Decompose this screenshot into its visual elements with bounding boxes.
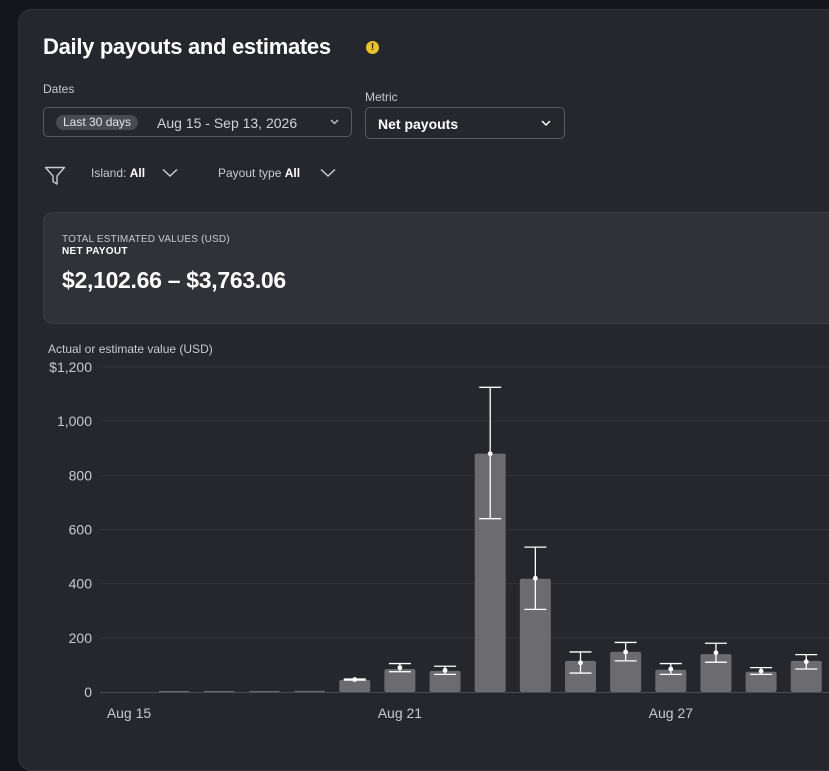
- page-title: Daily payouts and estimates: [43, 34, 331, 59]
- estimate-point: [623, 649, 629, 655]
- filter-icon[interactable]: [44, 166, 66, 186]
- bar: [474, 453, 506, 692]
- chevron-down-icon: [541, 120, 551, 127]
- estimate-point: [442, 667, 448, 673]
- island-filter-value: All: [129, 166, 146, 180]
- bar: [294, 690, 326, 692]
- estimate-point: [668, 666, 674, 672]
- bar: [203, 691, 235, 692]
- date-preset-chip: Last 30 days: [56, 115, 139, 130]
- estimate-point: [803, 659, 809, 665]
- payout-type-filter-label: Payout type: [218, 166, 282, 180]
- bar: [158, 691, 190, 692]
- estimate-point: [487, 451, 493, 457]
- estimate-point: [758, 668, 764, 674]
- y-tick-label: 400: [69, 576, 93, 592]
- x-tick-label: Aug 21: [378, 705, 423, 721]
- date-range-picker[interactable]: Last 30 days Aug 15 - Sep 13, 2026: [43, 107, 352, 137]
- date-range-value: Aug 15 - Sep 13, 2026: [157, 115, 298, 131]
- metric-label: Metric: [365, 90, 398, 104]
- x-tick-label: Aug 27: [649, 705, 694, 721]
- chevron-down-icon: [330, 119, 339, 125]
- payout-type-filter-value: All: [284, 166, 301, 180]
- estimate-point: [397, 665, 403, 671]
- payout-type-filter[interactable]: Payout type All: [218, 166, 300, 180]
- chevron-down-icon[interactable]: [162, 168, 178, 178]
- chevron-down-icon[interactable]: [320, 168, 336, 178]
- y-tick-label: $1,200: [49, 359, 92, 375]
- metric-value: Net payouts: [378, 116, 459, 132]
- summary-metric: NET PAYOUT: [62, 246, 128, 257]
- bar: [655, 669, 687, 692]
- metric-select[interactable]: Net payouts: [365, 107, 565, 139]
- bar: [610, 651, 642, 692]
- island-filter-label: Island:: [91, 166, 127, 180]
- estimate-point: [352, 677, 358, 682]
- y-tick-label: 800: [69, 467, 93, 483]
- bar: [339, 679, 371, 692]
- info-icon[interactable]: !: [366, 41, 379, 54]
- y-tick-label: 1,000: [57, 413, 92, 429]
- payouts-chart: $1,200 1,000 800 600 400 200 0 Aug 15 Aug 21 Aug …: [49, 359, 829, 721]
- bar: [519, 578, 551, 692]
- estimate-point: [532, 575, 538, 581]
- bar: [248, 691, 280, 692]
- dates-label: Dates: [43, 82, 75, 96]
- y-tick-label: 200: [69, 630, 93, 646]
- y-tick-label: 600: [69, 522, 93, 538]
- x-tick-label: Aug 15: [107, 705, 152, 721]
- bar: [700, 654, 732, 692]
- bar: [565, 660, 596, 692]
- summary-value: $2,102.66 – $3,763.06: [62, 267, 286, 293]
- summary-caption: TOTAL ESTIMATED VALUES (USD): [62, 234, 230, 245]
- bar: [429, 670, 461, 692]
- island-filter[interactable]: Island: All: [91, 166, 145, 180]
- y-axis-title: Actual or estimate value (USD): [48, 342, 213, 356]
- bar: [384, 668, 416, 692]
- y-tick-label: 0: [84, 684, 92, 700]
- bar: [745, 671, 777, 692]
- estimate-point: [713, 650, 719, 656]
- estimate-point: [578, 660, 583, 666]
- summary-card: TOTAL ESTIMATED VALUES (USD) NET PAYOUT …: [43, 212, 829, 324]
